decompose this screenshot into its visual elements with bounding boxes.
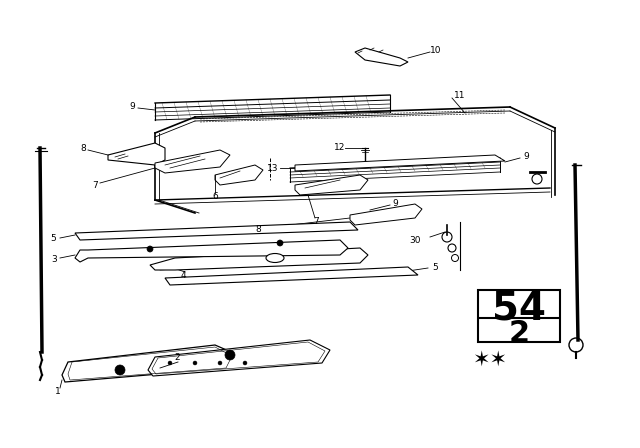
- Text: 11: 11: [454, 90, 466, 99]
- Text: 4: 4: [180, 271, 186, 280]
- Polygon shape: [350, 204, 422, 225]
- Text: 9: 9: [129, 102, 135, 111]
- Text: ✶✶: ✶✶: [472, 350, 508, 370]
- Circle shape: [225, 350, 235, 360]
- Circle shape: [218, 361, 222, 365]
- Polygon shape: [165, 267, 418, 285]
- Polygon shape: [62, 345, 238, 382]
- Text: 7: 7: [92, 181, 98, 190]
- Circle shape: [115, 365, 125, 375]
- Polygon shape: [150, 248, 368, 270]
- Text: 8: 8: [80, 143, 86, 152]
- Polygon shape: [215, 165, 263, 185]
- Polygon shape: [108, 143, 165, 165]
- Text: 9: 9: [523, 151, 529, 160]
- Text: 7: 7: [313, 216, 319, 225]
- Text: 54: 54: [492, 289, 546, 327]
- Text: 30: 30: [409, 236, 420, 245]
- Polygon shape: [295, 155, 505, 171]
- Circle shape: [277, 240, 283, 246]
- Bar: [478, 290, 560, 342]
- Text: 12: 12: [334, 142, 346, 151]
- Text: 8: 8: [255, 224, 261, 233]
- Text: 10: 10: [430, 46, 442, 55]
- Circle shape: [168, 361, 172, 365]
- Text: 5: 5: [432, 263, 438, 271]
- Circle shape: [243, 361, 247, 365]
- Text: 2: 2: [174, 353, 180, 362]
- Polygon shape: [75, 240, 348, 262]
- Polygon shape: [355, 48, 408, 66]
- Polygon shape: [155, 150, 230, 173]
- Ellipse shape: [266, 254, 284, 263]
- Circle shape: [147, 246, 153, 252]
- Text: 6: 6: [212, 191, 218, 201]
- Polygon shape: [295, 175, 368, 195]
- Text: 1: 1: [55, 388, 61, 396]
- Text: 9: 9: [392, 198, 398, 207]
- Text: 2: 2: [508, 319, 529, 349]
- Text: 5: 5: [50, 233, 56, 242]
- Text: 3: 3: [51, 255, 57, 264]
- Circle shape: [193, 361, 197, 365]
- Text: 13: 13: [268, 164, 279, 172]
- Polygon shape: [75, 222, 358, 240]
- Polygon shape: [148, 340, 330, 376]
